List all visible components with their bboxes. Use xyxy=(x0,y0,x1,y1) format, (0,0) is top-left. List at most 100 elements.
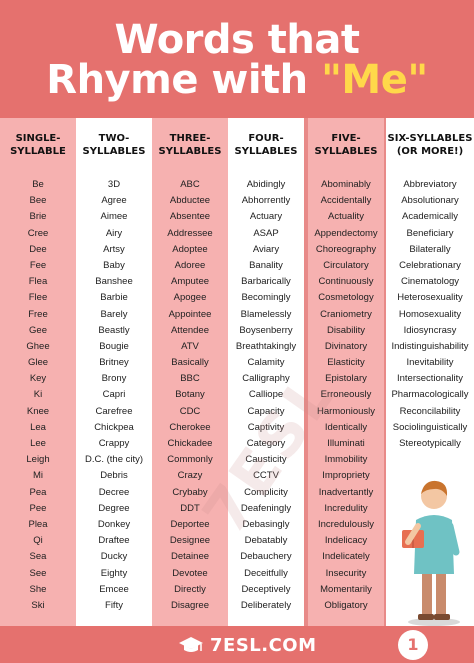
word-item: Draftee xyxy=(98,535,130,547)
word-item: Disability xyxy=(326,324,365,336)
word-item: Crybaby xyxy=(172,486,208,498)
word-item: Debris xyxy=(100,470,128,482)
word-item: Carefree xyxy=(95,405,133,417)
word-item: Incredulity xyxy=(324,502,368,514)
word-item: Ghee xyxy=(26,340,50,352)
word-item: Sea xyxy=(29,551,47,563)
word-item: Aviary xyxy=(252,243,280,255)
word-item: Plea xyxy=(28,518,48,530)
word-item: Insecurity xyxy=(325,567,367,579)
word-item: Adoptee xyxy=(172,243,208,255)
word-item: Barbarically xyxy=(241,276,291,288)
word-item: Deceitfully xyxy=(244,567,288,579)
word-item: Deliberately xyxy=(240,599,292,611)
word-item: Adoree xyxy=(174,259,206,271)
word-item: Pharmacologically xyxy=(391,389,469,401)
word-item: Brie xyxy=(29,211,47,223)
word-item: Inevitability xyxy=(406,357,454,369)
word-item: Barbie xyxy=(100,292,128,304)
word-item: Donkey xyxy=(97,518,131,530)
word-item: Attendee xyxy=(170,324,210,336)
word-item: Ducky xyxy=(100,551,128,563)
word-item: Intersectionality xyxy=(396,373,463,385)
word-item: Eighty xyxy=(100,567,128,579)
word-item: Deportee xyxy=(170,518,210,530)
word-columns: SINGLE- SYLLABLE Be Bee Brie Cree Dee Fee Flea… xyxy=(0,118,474,626)
word-item: Obligatory xyxy=(324,599,368,611)
graduation-cap-icon xyxy=(179,637,203,652)
word-item: Beneficiary xyxy=(406,227,454,239)
word-item: Chickpea xyxy=(94,421,134,433)
word-item: Impropriety xyxy=(322,470,370,482)
word-item: Airy xyxy=(105,227,123,239)
word-item: Causticity xyxy=(245,454,287,466)
word-item: Academically xyxy=(402,211,458,223)
word-item: Leigh xyxy=(26,454,50,466)
word-item: Agree xyxy=(101,195,127,207)
page-number-badge: 1 xyxy=(398,630,428,660)
word-item: Designee xyxy=(169,535,211,547)
word-item: Gee xyxy=(29,324,47,336)
word-item: Choreography xyxy=(315,243,377,255)
word-item: Capri xyxy=(102,389,126,401)
word-item: Directly xyxy=(174,583,206,595)
column-heading: SINGLE- SYLLABLE xyxy=(0,132,76,158)
word-item: Bougie xyxy=(99,340,129,352)
word-item: Beastly xyxy=(98,324,130,336)
word-item: Crazy xyxy=(177,470,203,482)
column-heading-line2: (OR MORE!) xyxy=(396,146,464,157)
word-item: Lea xyxy=(30,421,46,433)
word-item: Flea xyxy=(28,276,48,288)
word-item: Calligraphy xyxy=(242,373,290,385)
column-heading: SIX-SYLLABLES (OR MORE!) xyxy=(386,132,474,158)
column-heading-line1: SIX-SYLLABLES xyxy=(387,133,473,144)
word-item: Fifty xyxy=(105,599,123,611)
column-heading-line1: FIVE- xyxy=(331,133,361,144)
word-item: Be xyxy=(32,179,44,190)
word-item: Chickadee xyxy=(167,438,213,449)
word-item: Incredulously xyxy=(318,518,374,530)
word-item: Capacity xyxy=(247,405,285,417)
word-item: Boysenberry xyxy=(239,324,293,336)
column-heading-line2: SYLLABLES xyxy=(234,146,298,157)
word-item: CDC xyxy=(179,405,201,417)
word-item: Heterosexuality xyxy=(397,292,463,304)
word-item: Indelicacy xyxy=(324,535,368,547)
word-item: Indelicately xyxy=(322,551,370,563)
word-item: Harmoniously xyxy=(316,405,376,417)
word-list: Abbreviatory Absolutionary Academically Ben… xyxy=(386,177,474,452)
word-item: Ki xyxy=(33,389,43,401)
word-list: Be Bee Brie Cree Dee Fee Flea Flee Free Gee Ghee Gl… xyxy=(0,177,76,614)
word-item: Cosmetology xyxy=(318,292,374,304)
word-item: Erroneously xyxy=(320,389,372,401)
word-item: Detainee xyxy=(170,551,210,563)
word-item: Debasingly xyxy=(242,518,290,530)
column-five-syllables: FIVE- SYLLABLES Abominably Accidentally Ac… xyxy=(308,118,384,626)
column-heading-line2: SYLLABLE xyxy=(10,146,66,157)
word-item: Stereotypically xyxy=(399,438,461,449)
word-item: DDT xyxy=(180,502,200,514)
word-item: ABC xyxy=(180,179,200,190)
word-item: Botany xyxy=(175,389,205,401)
word-item: Pea xyxy=(29,486,47,498)
word-item: Complicity xyxy=(244,486,288,498)
footer-bar: 7ESL.COM 1 xyxy=(0,626,474,663)
page-title-line1: Words that xyxy=(114,17,360,63)
word-item: Devotee xyxy=(172,567,208,579)
word-item: Divinatory xyxy=(324,340,368,352)
word-item: Deceptively xyxy=(241,583,291,595)
word-item: Idiosyncrasy xyxy=(403,324,457,336)
word-item: Abidingly xyxy=(246,179,286,190)
word-item: Craniometry xyxy=(320,308,372,320)
word-item: Disagree xyxy=(170,599,210,611)
word-item: Emcee xyxy=(99,583,129,595)
column-heading-line1: TWO- xyxy=(98,133,130,144)
site-logo[interactable]: 7ESL.COM xyxy=(178,634,317,656)
column-single-syllable: SINGLE- SYLLABLE Be Bee Brie Cree Dee Fee Flea… xyxy=(0,118,76,626)
word-item: ATV xyxy=(181,340,199,352)
word-item: Fee xyxy=(29,259,47,271)
word-item: Continuously xyxy=(318,276,374,288)
word-item: Debauchery xyxy=(240,551,292,563)
word-item: Accidentally xyxy=(320,195,372,207)
word-item: Free xyxy=(28,308,48,320)
